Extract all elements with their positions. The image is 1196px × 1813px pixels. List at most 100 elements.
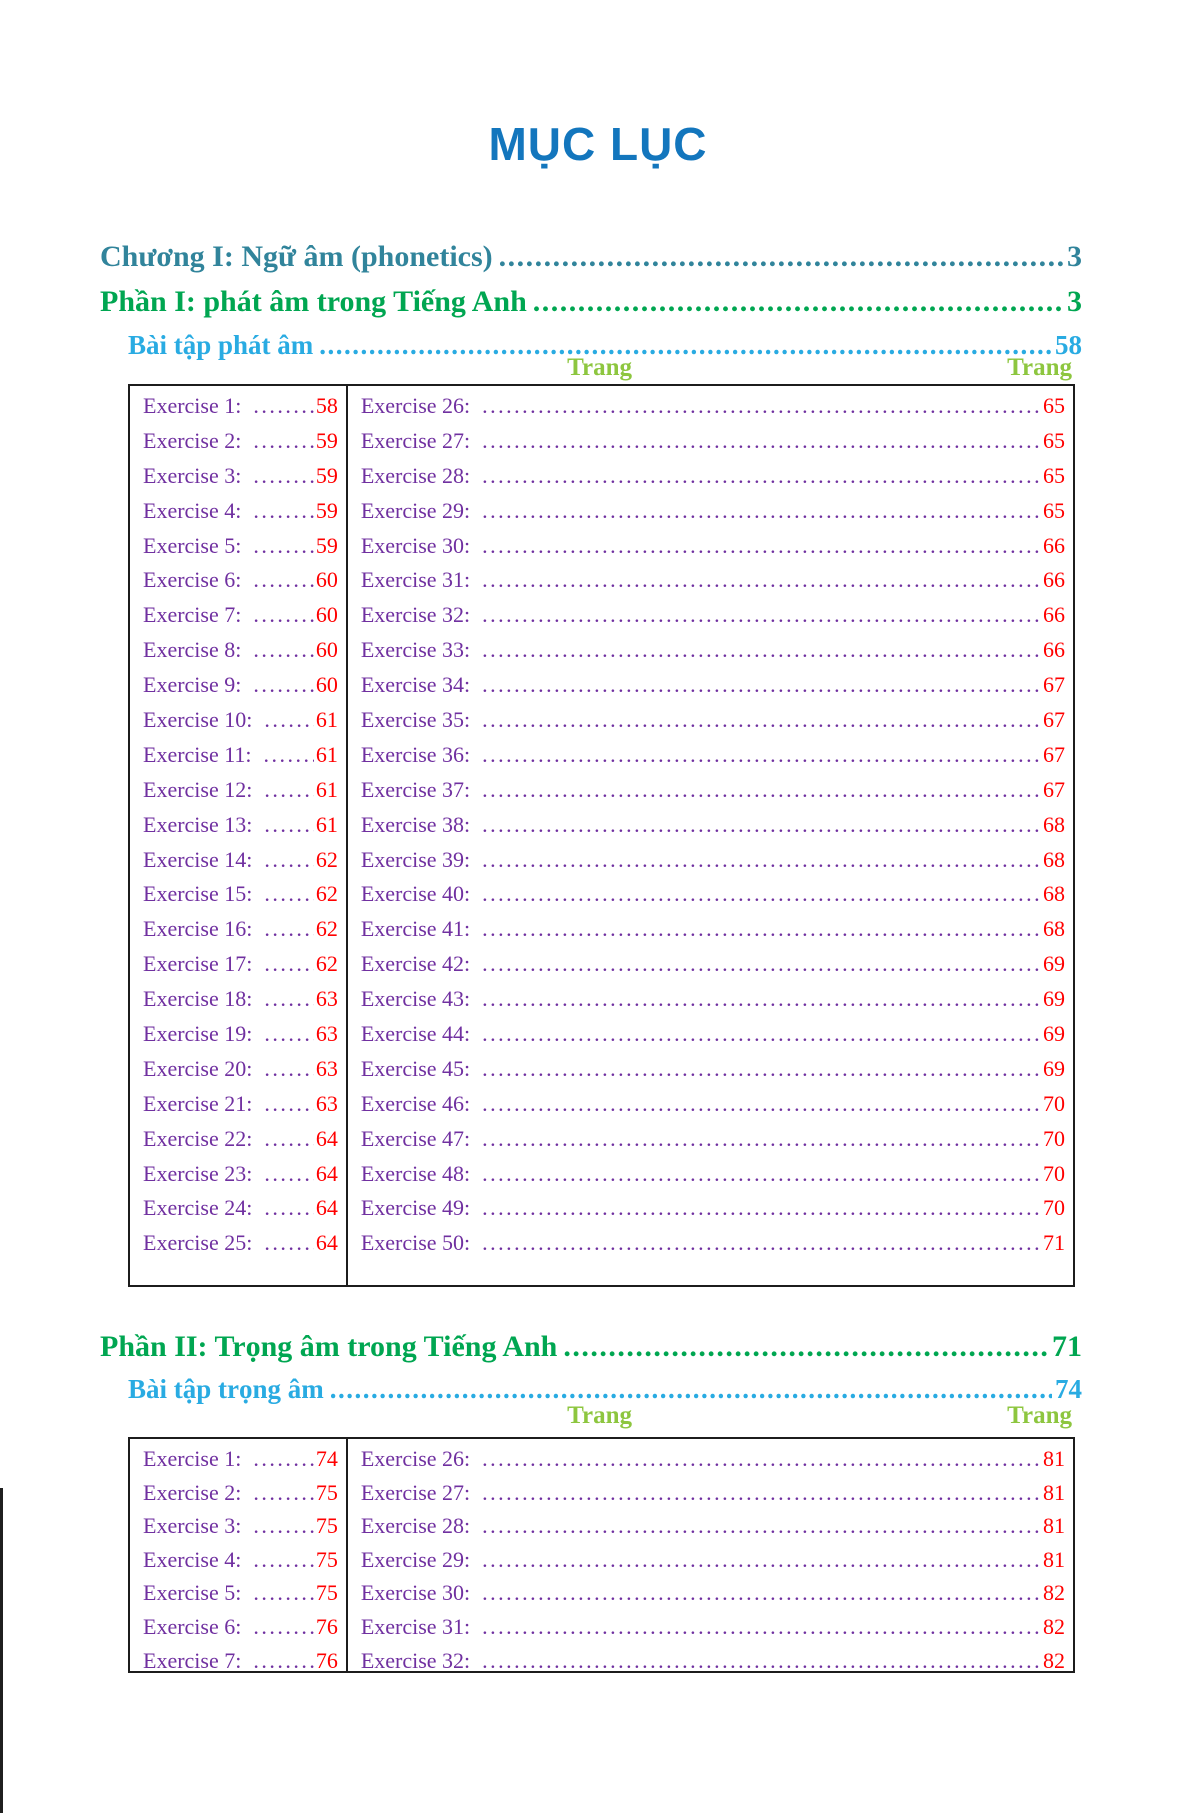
exercise-page-number: 81 <box>1043 1446 1065 1471</box>
exercise-row: Exercise 15: 62 <box>143 877 338 912</box>
exercise-row: Exercise 17: 62 <box>143 947 338 982</box>
exercise-row: Exercise 34: 67 <box>361 668 1065 703</box>
exercise-page-number: 65 <box>1043 427 1065 453</box>
dot-leader <box>253 389 313 424</box>
toc-chapter1-page: 3 <box>1067 240 1082 273</box>
exercise-row: Exercise 23: 64 <box>143 1157 338 1192</box>
exercise-label: Exercise 13: <box>143 811 253 837</box>
toc-part2-exercises-page: 74 <box>1055 1374 1082 1404</box>
exercise-label: Exercise 2: <box>143 427 242 453</box>
exercise-label: Exercise 35: <box>360 707 471 733</box>
exercise-row: Exercise 9: 60 <box>143 668 338 703</box>
exercise-row: Exercise 45: 69 <box>361 1052 1065 1087</box>
exercise-label: Exercise 44: <box>360 1021 471 1047</box>
dot-leader <box>482 1087 1041 1122</box>
dot-leader <box>264 912 313 947</box>
exercise-page-number: 59 <box>315 532 338 558</box>
exercise-page-number: 62 <box>315 951 338 977</box>
exercise-label: Exercise 32: <box>360 602 471 628</box>
dot-leader <box>264 1226 313 1261</box>
exercise-label: Exercise 30: <box>360 532 471 558</box>
exercise-label: Exercise 23: <box>143 1160 253 1186</box>
dot-leader <box>482 633 1041 668</box>
dot-leader <box>482 1226 1041 1261</box>
toc-line-part2-exercises: Bài tập trọng âm 74 <box>128 1371 1082 1407</box>
dot-leader <box>482 738 1041 773</box>
scan-edge-artifact <box>0 1488 3 1813</box>
exercise-page-number: 75 <box>315 1479 338 1505</box>
table1-left-column: Exercise 1: 58 Exercise 2: 59 Exercise 3… <box>130 386 348 1285</box>
exercise-label: Exercise 39: <box>360 846 471 872</box>
dot-leader <box>482 1017 1041 1052</box>
exercise-label: Exercise 5: <box>143 1580 242 1606</box>
exercise-page-number: 66 <box>1043 532 1065 558</box>
exercise-row: Exercise 50: 71 <box>361 1226 1065 1261</box>
exercise-label: Exercise 24: <box>143 1195 253 1221</box>
exercise-row: Exercise 26: 81 <box>361 1442 1065 1476</box>
exercise-row: Exercise 35: 67 <box>361 703 1065 738</box>
exercise-label: Exercise 22: <box>143 1125 253 1151</box>
exercise-label: Exercise 14: <box>143 846 253 872</box>
exercise-page-number: 61 <box>315 707 338 733</box>
exercise-page-number: 60 <box>315 567 338 593</box>
exercise-label: Exercise 4: <box>143 1546 242 1572</box>
dot-leader <box>264 982 313 1017</box>
dot-leader <box>482 947 1041 982</box>
toc-line-part1: Phần I: phát âm trong Tiếng Anh 3 <box>100 283 1082 321</box>
dot-leader <box>264 808 313 843</box>
column-header-trang-table1-left: Trang <box>567 354 632 381</box>
dot-leader <box>482 1157 1041 1192</box>
dot-leader <box>264 738 314 773</box>
exercise-row: Exercise 29: 65 <box>361 494 1065 529</box>
exercise-page-number: 59 <box>315 462 338 488</box>
exercise-page-number: 65 <box>1043 462 1065 488</box>
exercise-label: Exercise 17: <box>143 951 253 977</box>
dot-leader <box>264 1191 313 1226</box>
exercise-label: Exercise 47: <box>360 1125 471 1151</box>
exercise-label: Exercise 25: <box>143 1230 253 1256</box>
exercise-label: Exercise 46: <box>360 1090 471 1116</box>
exercise-page-number: 71 <box>1043 1230 1065 1256</box>
exercise-label: Exercise 29: <box>360 497 471 523</box>
exercise-page-number: 62 <box>315 916 338 942</box>
exercise-page-number: 66 <box>1043 567 1065 593</box>
exercise-label: Exercise 34: <box>360 672 471 698</box>
exercise-label: Exercise 38: <box>360 811 471 837</box>
exercise-label: Exercise 21: <box>143 1090 253 1116</box>
exercise-label: Exercise 48: <box>360 1160 471 1186</box>
exercise-row: Exercise 47: 70 <box>361 1122 1065 1157</box>
page-title: MỤC LỤC <box>488 118 708 170</box>
toc-line-part1-exercises: Bài tập phát âm 58 <box>128 327 1082 363</box>
exercise-label: Exercise 27: <box>360 427 471 453</box>
table2-right-column: Exercise 26: 81 Exercise 27: 81 Exercise… <box>348 1439 1073 1671</box>
exercise-label: Exercise 32: <box>360 1647 471 1671</box>
dot-leader <box>482 1509 1041 1543</box>
exercise-page-number: 76 <box>315 1647 338 1671</box>
dot-leader <box>482 1191 1041 1226</box>
exercise-page-number: 81 <box>1043 1513 1065 1539</box>
exercise-label: Exercise 6: <box>143 1613 242 1639</box>
exercise-page-number: 69 <box>1043 1055 1065 1081</box>
dot-leader <box>253 1543 313 1577</box>
exercise-label: Exercise 5: <box>143 532 242 558</box>
dot-leader <box>253 1476 313 1510</box>
exercise-row: Exercise 2: 75 <box>143 1476 338 1510</box>
exercise-row: Exercise 6: 60 <box>143 563 338 598</box>
exercise-page-number: 82 <box>1043 1613 1065 1639</box>
exercise-label: Exercise 28: <box>360 462 471 488</box>
dot-leader <box>264 1087 313 1122</box>
exercise-page-number: 59 <box>315 497 338 523</box>
exercise-page-number: 76 <box>315 1613 338 1639</box>
exercise-label: Exercise 19: <box>143 1021 253 1047</box>
exercise-label: Exercise 26: <box>360 393 471 418</box>
exercise-label: Exercise 1: <box>143 1446 242 1471</box>
exercise-page-number: 70 <box>1043 1160 1065 1186</box>
exercise-row: Exercise 16: 62 <box>143 912 338 947</box>
dot-leader <box>482 424 1041 459</box>
exercise-table-2: Exercise 1: 74 Exercise 2: 75 Exercise 3… <box>128 1437 1075 1673</box>
dot-leader <box>482 563 1041 598</box>
exercise-page-number: 70 <box>1043 1125 1065 1151</box>
exercise-label: Exercise 45: <box>360 1055 471 1081</box>
table1-right-column: Exercise 26: 65 Exercise 27: 65 Exercise… <box>348 386 1073 1285</box>
